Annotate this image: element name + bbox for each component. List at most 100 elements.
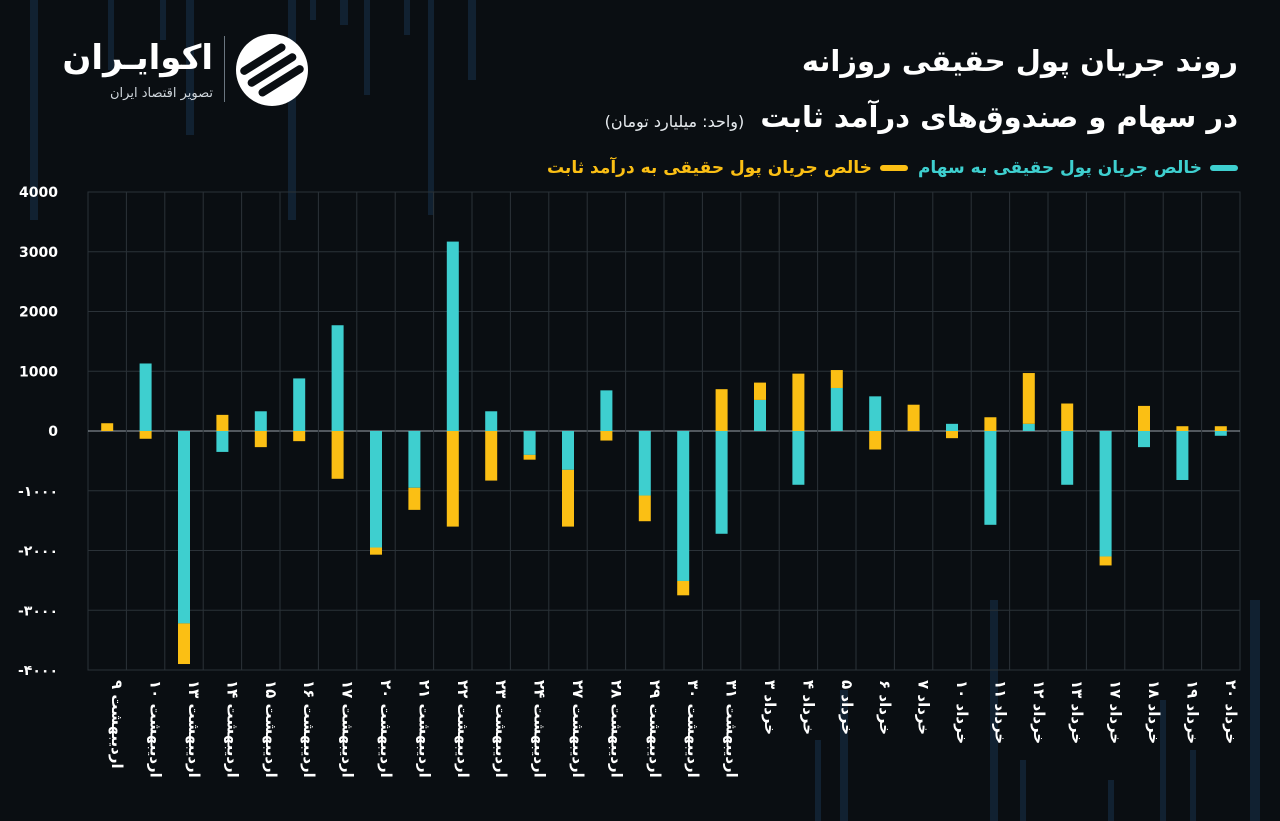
- x-tick-label: ۲۴ اردیبهشت: [531, 680, 549, 778]
- decor-bar: [840, 690, 848, 821]
- legend-swatch-fixed-income: [879, 165, 908, 171]
- x-tick-label: ۱۸ خرداد: [1145, 680, 1163, 744]
- brand-name: اکوایـران: [62, 38, 213, 78]
- x-tick-label: ۲۷ اردیبهشت: [569, 680, 587, 778]
- x-tick-label: ۳۱ اردیبهشت: [723, 680, 741, 778]
- y-tick-label: -۴۰۰۰: [18, 663, 58, 679]
- bar-stocks: [754, 399, 766, 431]
- decor-bar: [468, 0, 476, 80]
- bar-fixed-income: [907, 404, 920, 431]
- y-tick-label: 0: [48, 424, 58, 440]
- bar-fixed-income: [792, 373, 805, 431]
- decor-bar: [428, 0, 434, 215]
- bar-fixed-income: [984, 417, 997, 431]
- bar-fixed-income: [139, 431, 152, 439]
- bar-fixed-income: [869, 431, 882, 450]
- legend-swatch-stocks: [1210, 165, 1238, 171]
- decor-bar: [1020, 760, 1026, 821]
- bar-fixed-income: [523, 454, 536, 460]
- bar-fixed-income: [754, 382, 766, 400]
- chart-legend: خالص جریان پول حقیقی به سهام خالص جریان …: [537, 158, 1238, 178]
- chart-title-line1: روند جریان پول حقیقی روزانه: [801, 44, 1238, 78]
- bar-stocks: [485, 411, 498, 431]
- y-tick-label: 2000: [19, 305, 58, 321]
- legend-item-stocks: خالص جریان پول حقیقی به سهام: [918, 158, 1238, 178]
- bar-fixed-income: [408, 487, 421, 510]
- x-tick-label: ۱۵ اردیبهشت: [262, 680, 280, 778]
- chart-title-text: در سهام و صندوق‌های درآمد ثابت: [760, 100, 1238, 134]
- x-tick-label: ۱۷ خرداد: [1107, 680, 1125, 744]
- bar-stocks: [792, 431, 805, 485]
- x-tick-label: ۲۳ اردیبهشت: [492, 680, 510, 778]
- y-tick-label: 1000: [19, 364, 58, 380]
- decor-bar: [1160, 700, 1166, 821]
- chart-title-line2: در سهام و صندوق‌های درآمد ثابت (واحد: می…: [605, 100, 1238, 134]
- bar-stocks: [562, 431, 574, 470]
- decor-bar: [310, 0, 316, 20]
- x-tick-label: ۲۰ اردیبهشت: [377, 680, 395, 778]
- decor-bar: [30, 0, 38, 220]
- bar-fixed-income: [1022, 373, 1035, 424]
- x-tick-label: ۹ اردیبهشت: [108, 680, 126, 769]
- bar-stocks: [178, 431, 190, 624]
- bar-stocks: [984, 431, 997, 525]
- x-tick-label: ۳۰ اردیبهشت: [684, 680, 702, 778]
- bar-stocks: [1061, 431, 1074, 485]
- bar-stocks: [1214, 431, 1227, 436]
- x-tick-label: ۱۲ خرداد: [1030, 680, 1048, 744]
- x-tick-label: ۴ خرداد: [799, 680, 817, 735]
- bar-fixed-income: [293, 431, 306, 442]
- bar-stocks: [1176, 431, 1189, 480]
- bar-fixed-income: [331, 431, 344, 479]
- bar-stocks: [1099, 431, 1112, 557]
- x-tick-label: ۳ خرداد: [761, 680, 779, 735]
- x-tick-label: ۱۱ خرداد: [991, 680, 1009, 744]
- bar-stocks: [869, 396, 882, 431]
- x-tick-label: ۷ خرداد: [915, 680, 933, 735]
- bar-stocks: [254, 411, 267, 431]
- bar-stocks: [600, 390, 613, 431]
- decor-bar: [1108, 780, 1114, 821]
- decor-bar: [288, 0, 296, 220]
- x-tick-label: ۲۹ اردیبهشت: [646, 680, 664, 778]
- bar-fixed-income: [254, 431, 267, 448]
- decor-bar: [815, 740, 821, 821]
- y-tick-label: -۳۰۰۰: [18, 603, 58, 619]
- brand-block: اکوایـران تصویر اقتصاد ایران: [48, 32, 318, 112]
- x-tick-label: ۱۹ خرداد: [1183, 680, 1201, 744]
- bar-fixed-income: [216, 414, 229, 431]
- bar-fixed-income: [1138, 405, 1150, 431]
- x-tick-label: ۱۰ اردیبهشت: [147, 680, 165, 778]
- bar-stocks: [715, 431, 728, 534]
- decor-bar: [160, 0, 166, 40]
- bar-fixed-income: [485, 431, 498, 481]
- x-tick-label: ۱۳ خرداد: [1068, 680, 1086, 744]
- bar-stocks: [677, 431, 690, 581]
- x-tick-label: ۱۷ اردیبهشت: [339, 680, 357, 778]
- bar-stocks: [408, 431, 421, 488]
- bar-fixed-income: [178, 623, 190, 665]
- legend-label-fixed-income: خالص جریان پول حقیقی به درآمد ثابت: [546, 158, 872, 178]
- bar-stocks: [446, 241, 459, 431]
- x-tick-label: ۱۳ اردیبهشت: [185, 680, 203, 778]
- brand-tagline: تصویر اقتصاد ایران: [110, 86, 213, 101]
- x-tick-label: ۶ خرداد: [876, 680, 894, 735]
- bar-stocks: [216, 431, 229, 452]
- x-tick-label: ۲۲ اردیبهشت: [454, 680, 472, 778]
- brand-divider: [224, 36, 225, 102]
- bar-fixed-income: [1061, 403, 1074, 431]
- x-tick-label: ۲۸ اردیبهشت: [607, 680, 625, 778]
- bar-fixed-income: [370, 547, 382, 555]
- decor-bar: [364, 0, 370, 95]
- decor-bar: [1190, 750, 1196, 821]
- bar-fixed-income: [446, 431, 459, 527]
- bar-fixed-income: [1176, 426, 1189, 431]
- bar-fixed-income: [1214, 426, 1227, 431]
- decor-bar: [1250, 600, 1260, 821]
- x-tick-label: ۱۰ خرداد: [953, 680, 971, 744]
- bar-fixed-income: [946, 431, 958, 439]
- bar-fixed-income: [830, 370, 843, 388]
- bar-stocks: [1138, 431, 1150, 448]
- y-tick-label: -۱۰۰۰: [18, 484, 58, 500]
- y-tick-label: -۲۰۰۰: [18, 544, 58, 560]
